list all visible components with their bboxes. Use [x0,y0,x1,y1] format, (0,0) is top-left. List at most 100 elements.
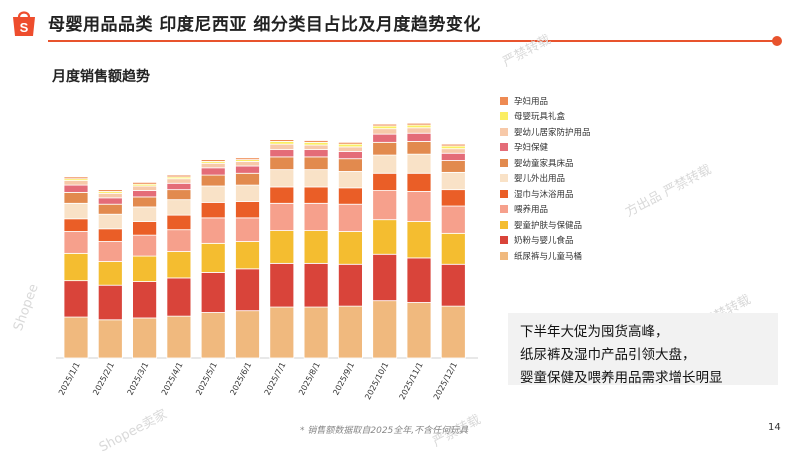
bar-segment [235,217,260,242]
x-tick-label: 2025/7/1 [263,361,288,397]
legend-item: 喂养用品 [500,202,591,218]
legend-swatch [500,189,508,198]
legend-label: 婴幼儿居家防护用品 [514,127,591,138]
bar-segment [63,176,89,180]
bar-segment [97,228,123,242]
bar-segment [372,141,398,156]
bar-segment [440,189,466,207]
bar-segment [303,306,329,359]
bar-segment [269,186,295,204]
bar-segment [406,302,432,359]
x-tick-label: 2025/1/1 [57,361,82,397]
x-tick-label: 2025/2/1 [91,361,116,397]
bar-segment [440,160,466,173]
legend-swatch [500,143,508,152]
bar-segment [97,192,123,199]
bar-segment [132,255,158,282]
x-tick-label: 2025/11/1 [398,361,425,401]
x-tick-label: 2025/8/1 [297,361,322,397]
bar-segment [269,230,295,264]
bar-segment [440,232,466,265]
bar-segment [235,184,260,202]
insight-line: 下半年大促为囤货高峰， [520,324,669,340]
bar-segment [337,231,363,265]
bar-segment [235,201,260,219]
legend-swatch [500,112,508,121]
bar-segment [132,185,158,191]
legend-label: 喂养用品 [514,205,549,216]
bar-segment [200,312,226,359]
bar-segment [303,230,329,264]
bar-segment [372,125,398,130]
bar-segment [406,257,432,303]
bar-segment [337,187,363,205]
insight-box: 下半年大促为囤货高峰， 纸尿裤及湿巾产品引领大盘， 婴童保健及喂养用品需求增长明… [508,313,778,386]
shopee-logo-icon: S [13,11,35,36]
legend-swatch [500,251,508,260]
bar-segment [132,181,158,185]
legend-item: 婴儿外出用品 [500,171,591,187]
bar-segment [200,272,226,313]
legend-swatch [500,220,508,229]
bar-segment [235,241,260,270]
bar-segment [406,141,432,155]
bar-segment [269,143,295,151]
bar-segment [303,186,329,204]
footnote: * 销售额数据取自2025全年,不含任何玩具 [300,426,469,436]
bar-segment [269,262,295,308]
legend-swatch [500,127,508,136]
bar-segment [200,217,226,244]
bar-segment [303,169,329,188]
chart-subtitle: 月度销售额趋势 [52,69,150,85]
bar-segment [269,306,295,359]
bar-segment [132,234,158,257]
bar-segment [303,262,329,308]
legend-label: 母婴玩具礼盒 [514,112,566,123]
x-tick-label: 2025/10/1 [363,361,390,401]
bar-segment [166,189,192,201]
bar-segment [97,261,123,286]
bar-segment [406,127,432,134]
bar-segment [372,219,398,255]
bar-segment [440,263,466,307]
bar-segment [235,310,260,359]
bar-segment [166,174,192,178]
bar-segment [303,202,329,232]
bar-segment [440,143,466,147]
bar-segment [235,172,260,186]
bar-segment [406,221,432,259]
bar-segment [440,148,466,154]
bar-segment [166,251,192,279]
bar-segment [166,199,192,216]
bar-segment [63,184,89,193]
bar-segment [269,141,295,145]
legend-item: 湿巾与沐浴用品 [500,186,591,202]
bar-segment [440,152,466,161]
bar-segment [97,203,123,215]
bar-segment [63,280,89,318]
bar-segment [337,171,363,189]
bar-segment [372,172,398,191]
bar-segment [132,206,158,222]
bar-segment [132,196,158,208]
legend-item: 婴幼童家具床品 [500,155,591,171]
legend-item: 母婴玩具礼盒 [500,109,591,125]
bar-segment [303,149,329,158]
bar-segment [406,191,432,222]
bar-segment [337,146,363,152]
page-number: 14 [768,422,781,433]
bar-segment [337,151,363,160]
bar-segment [337,305,363,359]
legend-label: 奶粉与婴儿食品 [514,236,574,247]
x-tick-label: 2025/9/1 [331,361,356,397]
bar-segment [132,190,158,198]
bar-segment [440,171,466,191]
legend-label: 纸尿裤与儿童马桶 [514,251,583,262]
bar-segment [372,128,398,135]
bar-segment [406,122,432,126]
bar-segment [440,305,466,359]
bar-segment [372,133,398,143]
bar-segment [235,165,260,174]
bar-segment [63,252,89,282]
bar-segment [337,263,363,307]
